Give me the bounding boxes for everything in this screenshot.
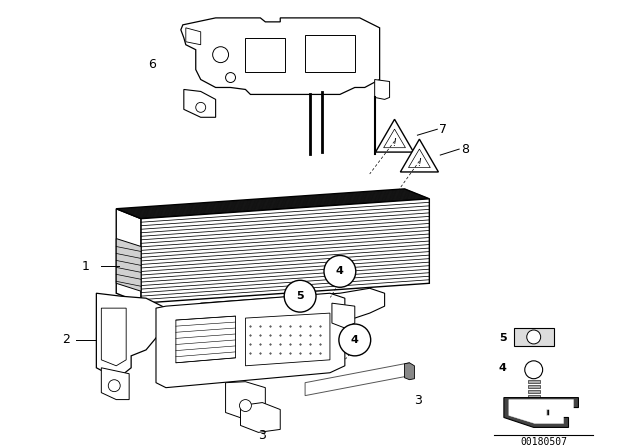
Polygon shape [509, 400, 573, 423]
Polygon shape [528, 400, 540, 403]
Polygon shape [97, 293, 166, 376]
Polygon shape [225, 382, 266, 419]
Text: 5: 5 [296, 291, 304, 301]
Circle shape [108, 380, 120, 392]
Circle shape [527, 330, 541, 344]
Circle shape [239, 400, 252, 412]
Polygon shape [156, 293, 345, 388]
Text: 2: 2 [61, 333, 70, 346]
Polygon shape [401, 139, 438, 172]
Polygon shape [201, 288, 385, 330]
Text: 4: 4 [336, 267, 344, 276]
Text: 5: 5 [499, 333, 506, 343]
Circle shape [212, 47, 228, 63]
Text: 3: 3 [259, 429, 266, 442]
Circle shape [324, 255, 356, 287]
Polygon shape [528, 395, 540, 397]
Polygon shape [184, 90, 216, 117]
Circle shape [525, 361, 543, 379]
Text: !: ! [417, 158, 421, 168]
Polygon shape [116, 189, 429, 219]
Text: 6: 6 [148, 58, 156, 71]
Text: 4: 4 [351, 335, 359, 345]
Polygon shape [305, 35, 355, 72]
Text: 1: 1 [81, 260, 90, 273]
Polygon shape [246, 38, 285, 72]
Polygon shape [374, 79, 390, 99]
Text: !: ! [392, 138, 397, 148]
Polygon shape [528, 390, 540, 392]
Polygon shape [404, 363, 415, 380]
Circle shape [225, 73, 236, 82]
Polygon shape [504, 397, 579, 427]
Polygon shape [528, 385, 540, 388]
Polygon shape [332, 303, 355, 328]
Polygon shape [186, 28, 201, 45]
Text: 7: 7 [439, 123, 447, 136]
Text: 8: 8 [461, 142, 469, 155]
Text: 3: 3 [415, 394, 422, 407]
Text: 4: 4 [499, 363, 507, 373]
Circle shape [196, 103, 205, 112]
Circle shape [284, 280, 316, 312]
Text: 00180507: 00180507 [520, 437, 567, 448]
Polygon shape [101, 368, 129, 400]
Polygon shape [528, 380, 540, 383]
Polygon shape [241, 403, 280, 432]
Polygon shape [116, 238, 141, 291]
Polygon shape [376, 119, 413, 152]
Polygon shape [305, 363, 410, 396]
Polygon shape [514, 328, 554, 346]
Polygon shape [141, 199, 429, 303]
Polygon shape [181, 18, 380, 95]
Polygon shape [116, 209, 141, 303]
Circle shape [339, 324, 371, 356]
